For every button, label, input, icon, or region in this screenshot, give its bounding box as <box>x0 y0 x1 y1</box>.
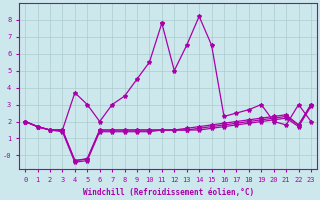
X-axis label: Windchill (Refroidissement éolien,°C): Windchill (Refroidissement éolien,°C) <box>83 188 254 197</box>
